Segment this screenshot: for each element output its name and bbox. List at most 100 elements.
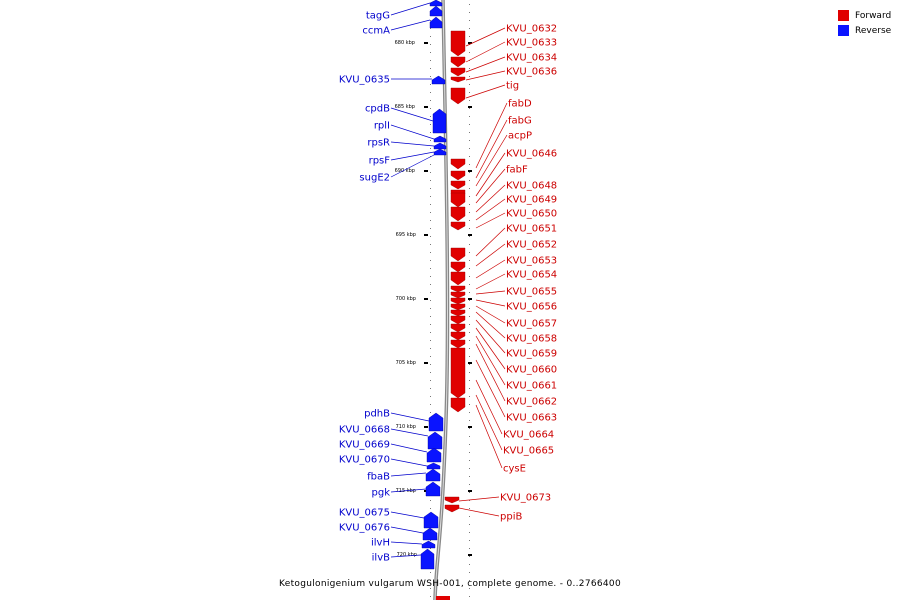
forward-gene-block: [450, 158, 466, 170]
grid-dot: [430, 212, 431, 213]
grid-dot: [430, 340, 431, 341]
forward-leader-line: [475, 227, 506, 257]
grid-dot: [430, 236, 431, 237]
forward-gene-block: [450, 247, 466, 262]
reverse-swatch: [838, 25, 849, 36]
forward-gene-label: KVU_0650: [506, 209, 557, 220]
forward-gene-block: [450, 347, 466, 399]
grid-dot: [469, 436, 470, 437]
reverse-gene-label: ccmA: [362, 26, 390, 37]
forward-gene-label: KVU_0655: [506, 287, 557, 298]
forward-gene-block: [450, 261, 466, 273]
grid-dot: [469, 572, 470, 573]
forward-gene-label: KVU_0662: [506, 397, 557, 408]
axis-tick-mark: [468, 426, 472, 428]
grid-dot: [430, 204, 431, 205]
grid-dot: [469, 580, 470, 581]
grid-dot: [430, 140, 431, 141]
grid-dot: [430, 188, 431, 189]
grid-dot: [430, 100, 431, 101]
axis-tick-mark: [424, 170, 428, 172]
grid-dot: [469, 180, 470, 181]
forward-gene-label: KVU_0664: [503, 430, 554, 441]
grid-dot: [469, 292, 470, 293]
forward-leader-line: [475, 273, 506, 290]
forward-gene-label: KVU_0661: [506, 381, 557, 392]
grid-dot: [430, 260, 431, 261]
forward-gene-label: fabD: [508, 99, 532, 110]
grid-dot: [430, 300, 431, 301]
forward-gene-label: KVU_0663: [506, 413, 557, 424]
forward-gene-label: KVU_0665: [503, 446, 554, 457]
grid-dot: [469, 260, 470, 261]
grid-dot: [469, 252, 470, 253]
grid-dot: [469, 36, 470, 37]
forward-leader-line: [475, 102, 508, 169]
grid-dot: [469, 100, 470, 101]
grid-dot: [469, 524, 470, 525]
axis-tick-mark: [468, 554, 472, 556]
grid-dot: [430, 380, 431, 381]
legend-reverse: Reverse: [838, 23, 891, 38]
grid-dot: [430, 76, 431, 77]
grid-dot: [469, 244, 470, 245]
grid-dot: [469, 300, 470, 301]
grid-dot: [430, 228, 431, 229]
grid-dot: [469, 316, 470, 317]
grid-dot: [469, 492, 470, 493]
grid-dot: [469, 52, 470, 53]
axis-tick-label: 720 kbp: [397, 552, 417, 558]
reverse-leader-line: [390, 124, 435, 140]
forward-leader-line: [475, 379, 503, 435]
reverse-gene-block: [433, 148, 447, 156]
reverse-leader-line: [390, 19, 431, 31]
reverse-gene-block: [431, 75, 446, 85]
grid-dot: [430, 508, 431, 509]
grid-dot: [469, 188, 470, 189]
forward-gene-label: KVU_0632: [506, 24, 557, 35]
forward-gene-label: KVU_0659: [506, 349, 557, 360]
grid-dot: [469, 124, 470, 125]
forward-gene-block: [436, 596, 450, 600]
reverse-leader-line: [390, 554, 422, 558]
reverse-gene-block: [429, 16, 443, 29]
reverse-leader-line: [390, 488, 427, 493]
grid-dot: [469, 556, 470, 557]
grid-dot: [469, 500, 470, 501]
forward-gene-block: [450, 397, 466, 413]
forward-gene-block: [450, 170, 466, 181]
forward-gene-label: KVU_0654: [506, 270, 557, 281]
reverse-gene-label: fbaB: [367, 472, 390, 483]
reverse-leader-line: [390, 443, 428, 453]
forward-leader-line: [475, 327, 506, 370]
grid-dot: [469, 452, 470, 453]
grid-dot: [469, 420, 470, 421]
grid-dot: [469, 484, 470, 485]
grid-dot: [430, 108, 431, 109]
reverse-gene-block: [421, 540, 436, 549]
axis-tick-mark: [468, 234, 472, 236]
grid-dot: [430, 284, 431, 285]
reverse-leader-line: [390, 526, 424, 534]
reverse-gene-block: [429, 5, 443, 17]
forward-gene-block: [450, 339, 466, 349]
grid-dot: [430, 596, 431, 597]
forward-gene-block: [444, 504, 460, 513]
reverse-gene-block: [426, 462, 441, 470]
forward-gene-label: KVU_0646: [506, 149, 557, 160]
grid-dot: [469, 20, 470, 21]
forward-gene-block: [450, 180, 466, 190]
forward-gene-label: KVU_0652: [506, 240, 557, 251]
reverse-gene-label: KVU_0676: [339, 523, 390, 534]
reverse-gene-block: [426, 447, 442, 463]
reverse-gene-label: KVU_0669: [339, 440, 390, 451]
grid-dot: [469, 140, 470, 141]
forward-leader-line: [475, 335, 506, 386]
grid-dot: [430, 36, 431, 37]
reverse-leader-line: [390, 428, 429, 437]
grid-dot: [430, 20, 431, 21]
reverse-leader-line: [390, 511, 425, 519]
reverse-leader-line: [390, 412, 430, 422]
grid-dot: [469, 236, 470, 237]
grid-dot: [469, 404, 470, 405]
